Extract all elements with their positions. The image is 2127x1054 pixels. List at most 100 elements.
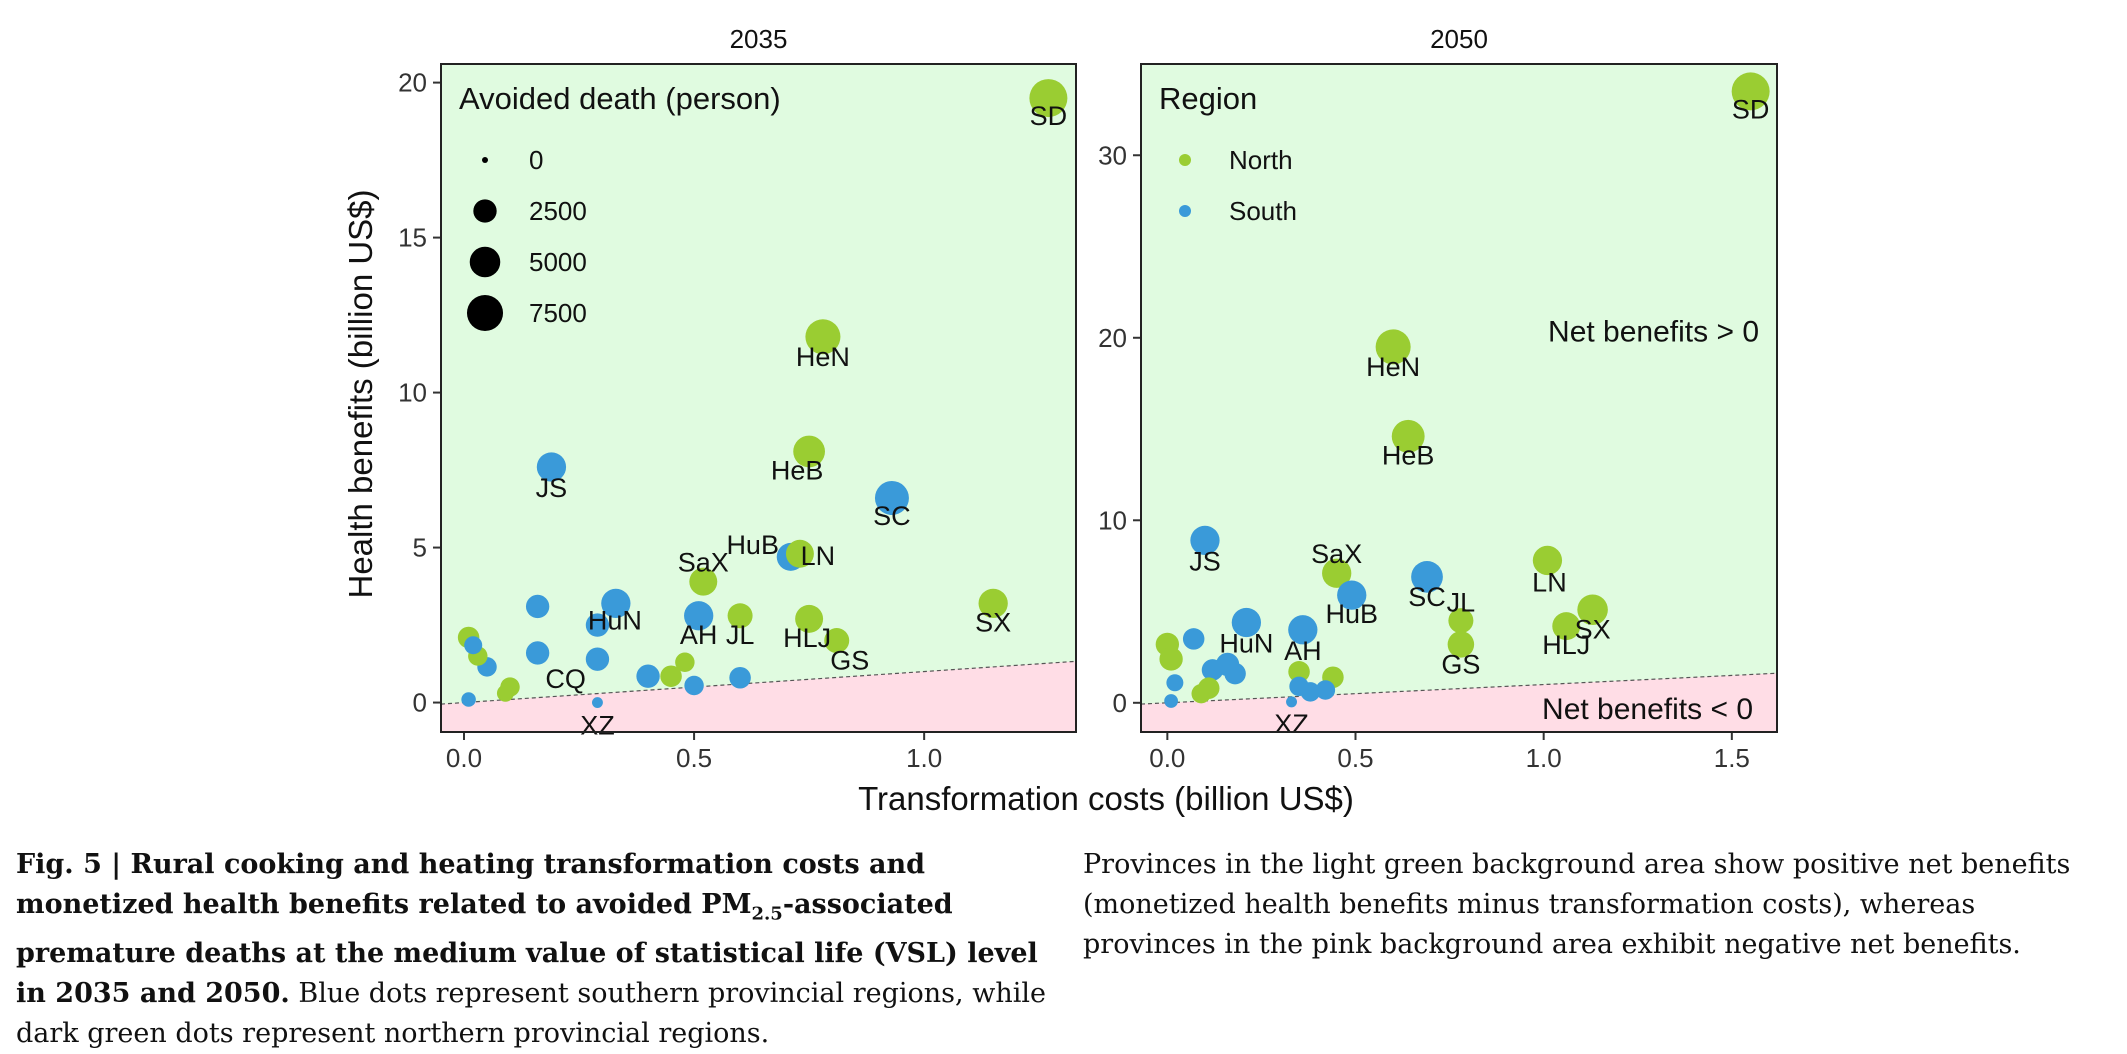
point-label: SaX (1311, 539, 1362, 569)
annotation-positive: Net benefits > 0 (1548, 315, 1759, 348)
data-point (1447, 631, 1475, 658)
data-point (1191, 683, 1211, 704)
data-point (461, 692, 476, 707)
data-point (591, 697, 603, 709)
data-point (1224, 662, 1246, 685)
point-label: LN (801, 541, 836, 571)
data-point (1182, 628, 1205, 650)
legend-swatch (466, 294, 504, 332)
point-label: CQ (545, 664, 586, 694)
y-tick-label: 5 (413, 533, 427, 563)
chart-figure: 2035 0.0 0.5 1.0 0 5 10 15 20 SD HeN JS HeB SC HuB LN Sa… (342, 24, 1778, 817)
data-point (1029, 79, 1068, 118)
y-axis-label: Health benefits (billion US$) (342, 189, 379, 598)
data-point (1322, 558, 1352, 588)
panel-2050: 2050 0.0 0.5 1.0 1.5 0 10 20 30 SD HeN HeB JS SaX HuB S… (1098, 24, 1778, 773)
data-point (785, 539, 814, 568)
data-point (1190, 525, 1220, 556)
data-point (525, 594, 550, 619)
net-negative-area (441, 661, 1076, 732)
annotation-negative: Net benefits < 0 (1542, 693, 1753, 726)
legend-entry-label: 5000 (529, 247, 587, 277)
legend-swatch (1179, 154, 1191, 166)
x-tick-label: 0.5 (676, 743, 712, 773)
legend-entry-label: 7500 (529, 298, 587, 328)
point-label: HuN (1219, 628, 1273, 658)
legend-entry-label: 2500 (529, 196, 587, 226)
point-label: HuN (588, 605, 642, 635)
y-tick-label: 30 (1098, 140, 1127, 170)
legend-swatch (473, 199, 497, 223)
point-label: JS (536, 473, 568, 503)
data-point (1532, 545, 1563, 576)
x-tick-label: 0.0 (1149, 743, 1185, 773)
point-label: HuB (726, 530, 779, 560)
break-even-line (440, 660, 1077, 705)
legend-title: Region (1159, 81, 1257, 116)
point-label: SC (873, 501, 911, 531)
legend-swatch (469, 246, 501, 278)
data-point (525, 641, 550, 665)
point-label: HLJ (1542, 630, 1590, 660)
data-point (636, 664, 660, 688)
caption-title-subscript: 2.5 (751, 903, 783, 925)
point-label: HeN (1366, 352, 1420, 382)
data-point (1288, 615, 1318, 645)
data-point (1337, 580, 1367, 610)
legend-title: Avoided death (person) (459, 81, 781, 116)
y-tick-label: 20 (398, 68, 427, 98)
data-point (1286, 696, 1297, 708)
x-tick-label: 0.5 (1337, 743, 1373, 773)
data-point (536, 452, 567, 482)
data-point (978, 588, 1008, 619)
point-label: HeN (796, 342, 850, 372)
caption-fig-label: Fig. 5 | (16, 849, 131, 880)
legend-swatch (1179, 205, 1191, 217)
plot-frame (440, 63, 1077, 733)
point-label: GS (1441, 649, 1480, 679)
data-point (805, 319, 841, 355)
y-tick-label: 10 (398, 378, 427, 408)
point-label: HLJ (783, 623, 831, 653)
data-point (689, 567, 718, 596)
data-point (1201, 659, 1224, 681)
data-point (727, 603, 753, 629)
legend-entry-label: South (1229, 196, 1297, 226)
point-label: JL (726, 620, 755, 650)
point-label: AH (680, 620, 718, 650)
data-point (684, 601, 714, 631)
y-tick-label: 10 (1098, 505, 1127, 535)
y-tick-label: 0 (413, 688, 427, 718)
data-point (1577, 594, 1608, 625)
data-point (1411, 560, 1443, 593)
panel-title: 2050 (1430, 24, 1488, 54)
point-label: JL (1447, 588, 1476, 618)
y-tick-label: 20 (1098, 323, 1127, 353)
y-tick-label: 15 (398, 223, 427, 253)
x-tick-label: 1.0 (906, 743, 942, 773)
panel-title: 2035 (730, 24, 788, 54)
data-point (1288, 661, 1310, 683)
net-positive-area (441, 64, 1076, 732)
x-tick-label: 1.0 (1526, 743, 1562, 773)
point-label: XZ (580, 711, 615, 741)
break-even-line (1140, 672, 1778, 705)
plot-frame (1140, 63, 1778, 733)
legend-entry-label: North (1229, 145, 1293, 175)
data-point (1231, 607, 1262, 638)
point-label: SD (1030, 101, 1068, 131)
x-axis-label: Transformation costs (billion US$) (858, 780, 1354, 817)
point-label: GS (830, 646, 869, 676)
caption-title-part2: -associated premature deaths at the medi… (16, 889, 1038, 1010)
legend-entry-label: 0 (529, 145, 543, 175)
data-point (1448, 608, 1474, 634)
data-point (675, 652, 695, 672)
data-point (874, 480, 909, 515)
data-point (824, 628, 850, 654)
data-point (1731, 72, 1770, 111)
point-label: JS (1189, 546, 1221, 576)
point-label: AH (1284, 636, 1322, 666)
data-point (1164, 694, 1178, 708)
point-label: HeB (771, 455, 824, 485)
legend-swatch (482, 157, 488, 163)
